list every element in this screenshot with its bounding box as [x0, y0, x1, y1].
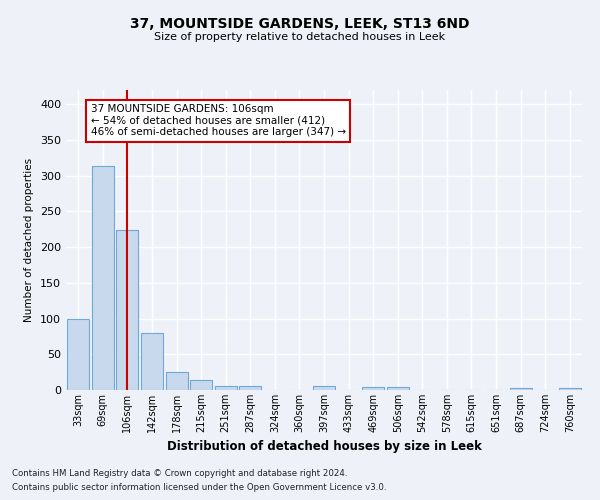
Bar — [116, 230, 139, 390]
Bar — [239, 386, 262, 390]
Bar — [215, 386, 237, 390]
Bar — [313, 386, 335, 390]
Text: 37 MOUNTSIDE GARDENS: 106sqm
← 54% of detached houses are smaller (412)
46% of s: 37 MOUNTSIDE GARDENS: 106sqm ← 54% of de… — [91, 104, 346, 138]
Bar — [166, 372, 188, 390]
Bar — [92, 166, 114, 390]
Text: 37, MOUNTSIDE GARDENS, LEEK, ST13 6ND: 37, MOUNTSIDE GARDENS, LEEK, ST13 6ND — [130, 18, 470, 32]
Bar — [386, 387, 409, 390]
Text: Size of property relative to detached houses in Leek: Size of property relative to detached ho… — [154, 32, 446, 42]
Bar — [559, 388, 581, 390]
Bar — [509, 388, 532, 390]
X-axis label: Distribution of detached houses by size in Leek: Distribution of detached houses by size … — [167, 440, 481, 454]
Text: Contains HM Land Registry data © Crown copyright and database right 2024.: Contains HM Land Registry data © Crown c… — [12, 468, 347, 477]
Y-axis label: Number of detached properties: Number of detached properties — [25, 158, 34, 322]
Text: Contains public sector information licensed under the Open Government Licence v3: Contains public sector information licen… — [12, 484, 386, 492]
Bar — [190, 380, 212, 390]
Bar — [67, 320, 89, 390]
Bar — [362, 387, 384, 390]
Bar — [141, 333, 163, 390]
